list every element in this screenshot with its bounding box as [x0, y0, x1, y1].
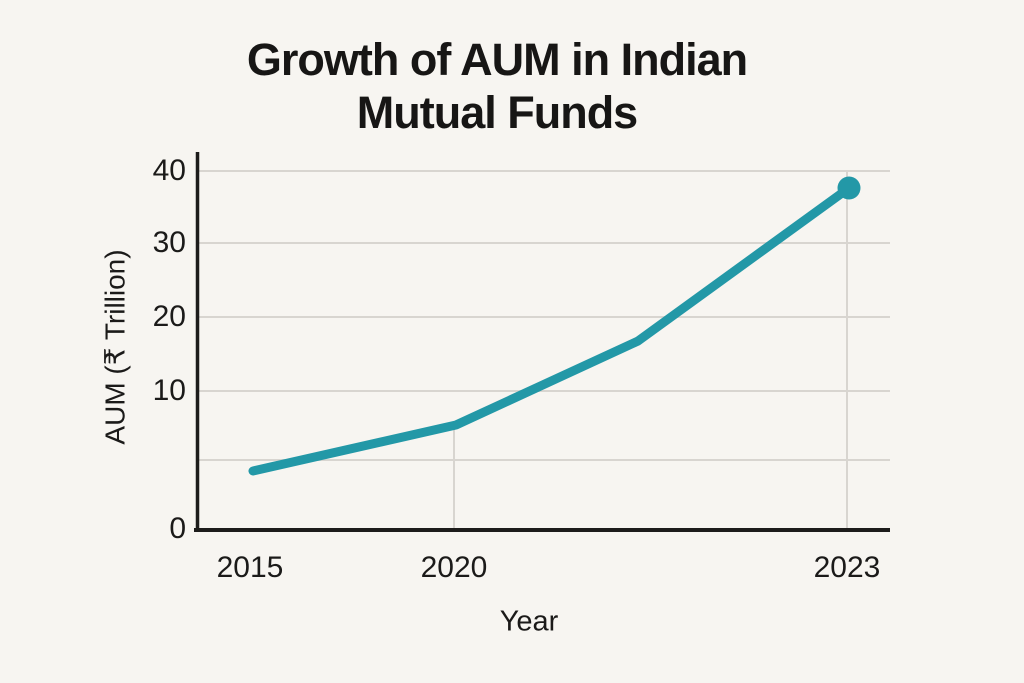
x-tick-label-2023: 2023	[813, 551, 881, 584]
y-tick-label-40: 40	[152, 154, 186, 187]
x-axis-title: Year	[499, 605, 559, 638]
aum-line	[248, 183, 854, 476]
x-tick-label-2015: 2015	[216, 551, 284, 584]
y-axis-title: AUM (₹ Trillion)	[99, 249, 131, 445]
chart-title-line-2: Mutual Funds	[356, 86, 638, 138]
end-point-marker	[837, 176, 861, 200]
x-tick-label-2020: 2020	[420, 551, 488, 584]
y-tick-label-20: 20	[152, 300, 186, 333]
chart-title-line-1: Growth of AUM in Indian	[246, 34, 748, 85]
y-tick-label-10: 10	[152, 374, 186, 407]
y-tick-label-0: 0	[169, 512, 186, 545]
chart-title: Growth of AUM in Indian Mutual Funds	[246, 34, 748, 139]
y-tick-label-30: 30	[152, 226, 186, 259]
